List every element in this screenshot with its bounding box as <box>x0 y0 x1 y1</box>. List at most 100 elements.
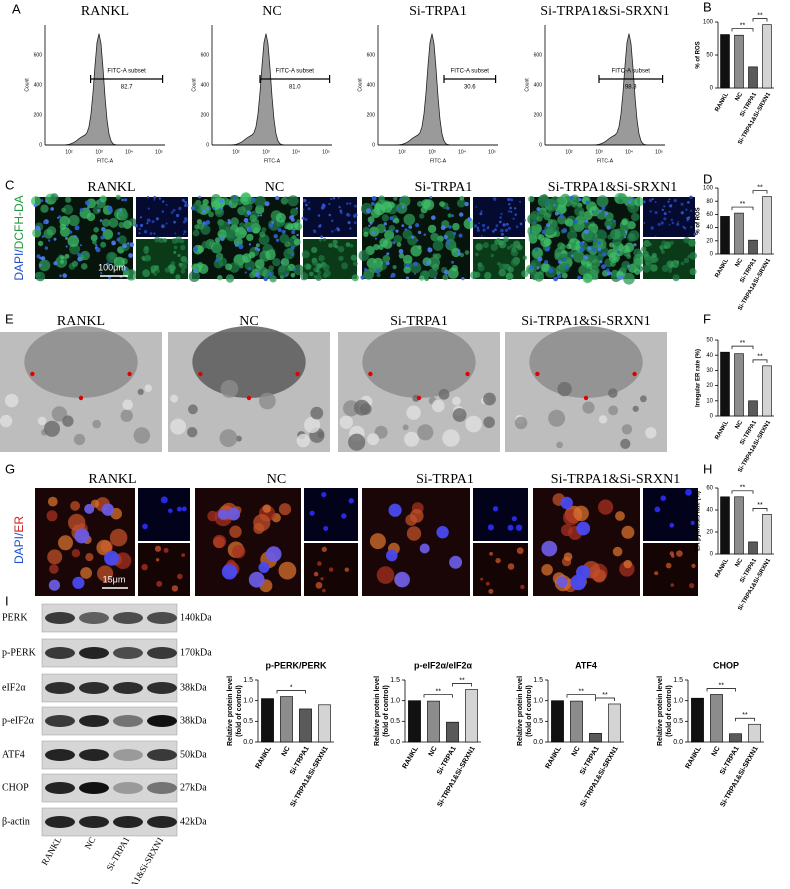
significance-bracket <box>752 359 768 363</box>
cell <box>597 247 602 252</box>
cell <box>268 219 280 231</box>
cell <box>146 222 149 225</box>
cell <box>465 415 482 433</box>
chart-title: p-eIF2α/eIF2α <box>414 660 473 670</box>
cell <box>609 242 615 248</box>
cell <box>513 207 517 210</box>
blot-band <box>113 715 143 727</box>
cell <box>510 249 519 257</box>
cell <box>376 566 395 584</box>
cell <box>570 254 574 257</box>
cell <box>561 272 568 279</box>
cell <box>689 252 697 260</box>
cell <box>607 234 613 240</box>
cell <box>690 226 693 229</box>
cell <box>657 223 661 226</box>
cell <box>543 238 552 246</box>
cell <box>230 217 240 227</box>
cell <box>651 252 657 258</box>
bar <box>720 34 730 89</box>
cell <box>142 523 148 530</box>
cell <box>234 226 247 239</box>
stain-label-part: ER <box>12 516 26 533</box>
significance-label: ** <box>740 340 746 347</box>
cell <box>133 427 151 444</box>
cell <box>242 253 252 263</box>
cell <box>153 198 156 201</box>
cell <box>659 245 664 250</box>
cell <box>544 260 549 265</box>
cell <box>84 200 90 206</box>
cell <box>560 496 573 510</box>
cell <box>339 209 343 213</box>
cell <box>310 406 324 420</box>
cell <box>358 250 370 261</box>
cell <box>507 524 514 531</box>
cell <box>40 199 44 203</box>
x-tick-label: RANKL <box>255 745 274 770</box>
cell <box>374 237 377 240</box>
cell <box>283 248 295 260</box>
cell <box>227 220 232 225</box>
blot-band <box>79 782 109 794</box>
cell <box>269 223 274 228</box>
cell <box>334 229 336 231</box>
cell <box>398 253 405 259</box>
y-tick-label: 0 <box>372 142 375 148</box>
cell <box>330 198 333 200</box>
cell <box>117 232 121 235</box>
cell <box>246 233 254 242</box>
cell <box>206 206 210 210</box>
cell <box>554 211 559 216</box>
cell <box>30 196 42 207</box>
cell <box>584 219 589 223</box>
size-label: 38kDa <box>180 715 207 726</box>
y-axis-label: % of ROS <box>696 41 702 68</box>
cell <box>279 218 282 221</box>
cell <box>319 224 322 227</box>
cell <box>349 202 352 205</box>
cell <box>529 265 535 270</box>
panel-title: NC <box>265 180 284 195</box>
cell <box>139 223 144 228</box>
cell <box>101 503 115 516</box>
y-axis-label: Count <box>357 78 363 92</box>
cell <box>427 268 438 279</box>
x-tick-label: 10³ <box>428 149 436 155</box>
cell <box>372 262 383 273</box>
cell <box>582 240 585 243</box>
cell <box>573 219 578 224</box>
cell <box>229 525 242 538</box>
cell <box>104 550 120 566</box>
cell <box>475 252 479 257</box>
cell <box>263 276 269 282</box>
cell <box>141 563 148 571</box>
cell <box>129 242 135 247</box>
x-tick-label: 10² <box>65 149 73 155</box>
cell <box>180 239 185 244</box>
cell <box>615 511 625 521</box>
cell <box>100 241 107 248</box>
cell <box>339 415 353 429</box>
cell <box>442 429 460 447</box>
cell <box>624 230 628 234</box>
arrow-marker <box>416 395 422 401</box>
panel-title: RANKL <box>88 472 136 487</box>
cell <box>163 547 169 553</box>
cell <box>392 240 396 245</box>
cell <box>544 246 550 252</box>
cell <box>207 510 218 522</box>
cell <box>390 228 393 232</box>
cell <box>351 255 358 261</box>
cell <box>587 254 595 261</box>
cell <box>577 275 582 280</box>
cell <box>475 206 478 208</box>
y-tick-label: 0.0 <box>243 739 253 746</box>
cell <box>48 579 61 591</box>
nucleus <box>192 326 306 398</box>
cell <box>74 225 80 231</box>
cell <box>510 210 513 213</box>
cell <box>386 252 390 256</box>
cell <box>633 253 645 266</box>
cell <box>401 224 405 228</box>
